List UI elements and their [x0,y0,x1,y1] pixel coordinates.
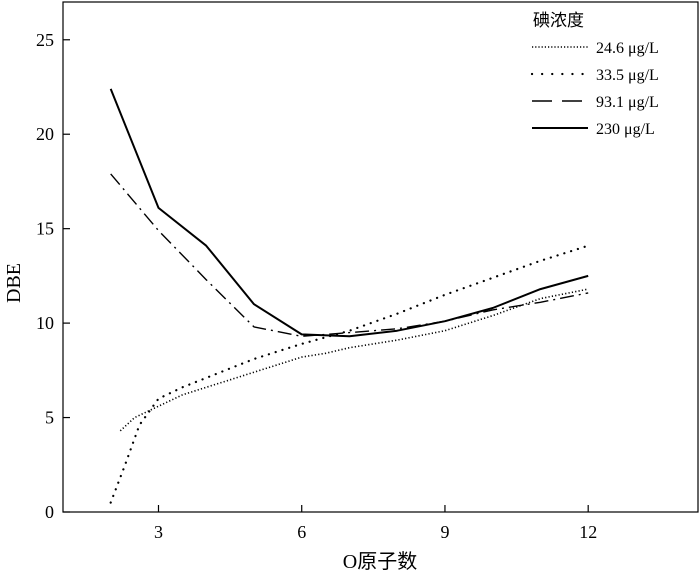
legend-label-1: 24.6 μg/L [596,40,659,57]
legend-label-2: 33.5 μg/L [596,67,659,84]
y-tick-label: 0 [45,502,54,522]
series-line-4 [109,88,589,338]
x-tick-label: 3 [154,522,163,542]
y-axis-ticks: 0 5 10 15 20 25 [36,30,70,522]
legend-label-3: 93.1 μg/L [596,94,659,111]
x-tick-label: 9 [440,522,449,542]
y-tick-label: 10 [36,313,54,333]
y-tick-label: 20 [36,124,54,144]
y-tick-label: 15 [36,219,54,239]
plot-frame [62,1,699,513]
series-line-1 [119,288,589,432]
x-axis-ticks: 3 6 9 12 [154,505,597,542]
series-layer [109,88,590,504]
series-line-3 [110,173,589,337]
x-tick-label: 12 [579,522,597,542]
legend-label-4: 230 μg/L [596,121,655,138]
legend: 碘浓度 24.6 μg/L 33.5 μg/L 93.1 μg/L 230 μg/L [530,11,659,138]
x-axis-title: O原子数 [343,550,417,573]
plot-area-border [62,1,699,513]
y-tick-label: 25 [36,30,54,50]
y-axis-title: DBE [3,263,25,303]
y-tick-label: 5 [45,408,54,428]
legend-title: 碘浓度 [533,11,584,30]
x-tick-label: 6 [297,522,306,542]
series-line-2 [109,244,590,504]
